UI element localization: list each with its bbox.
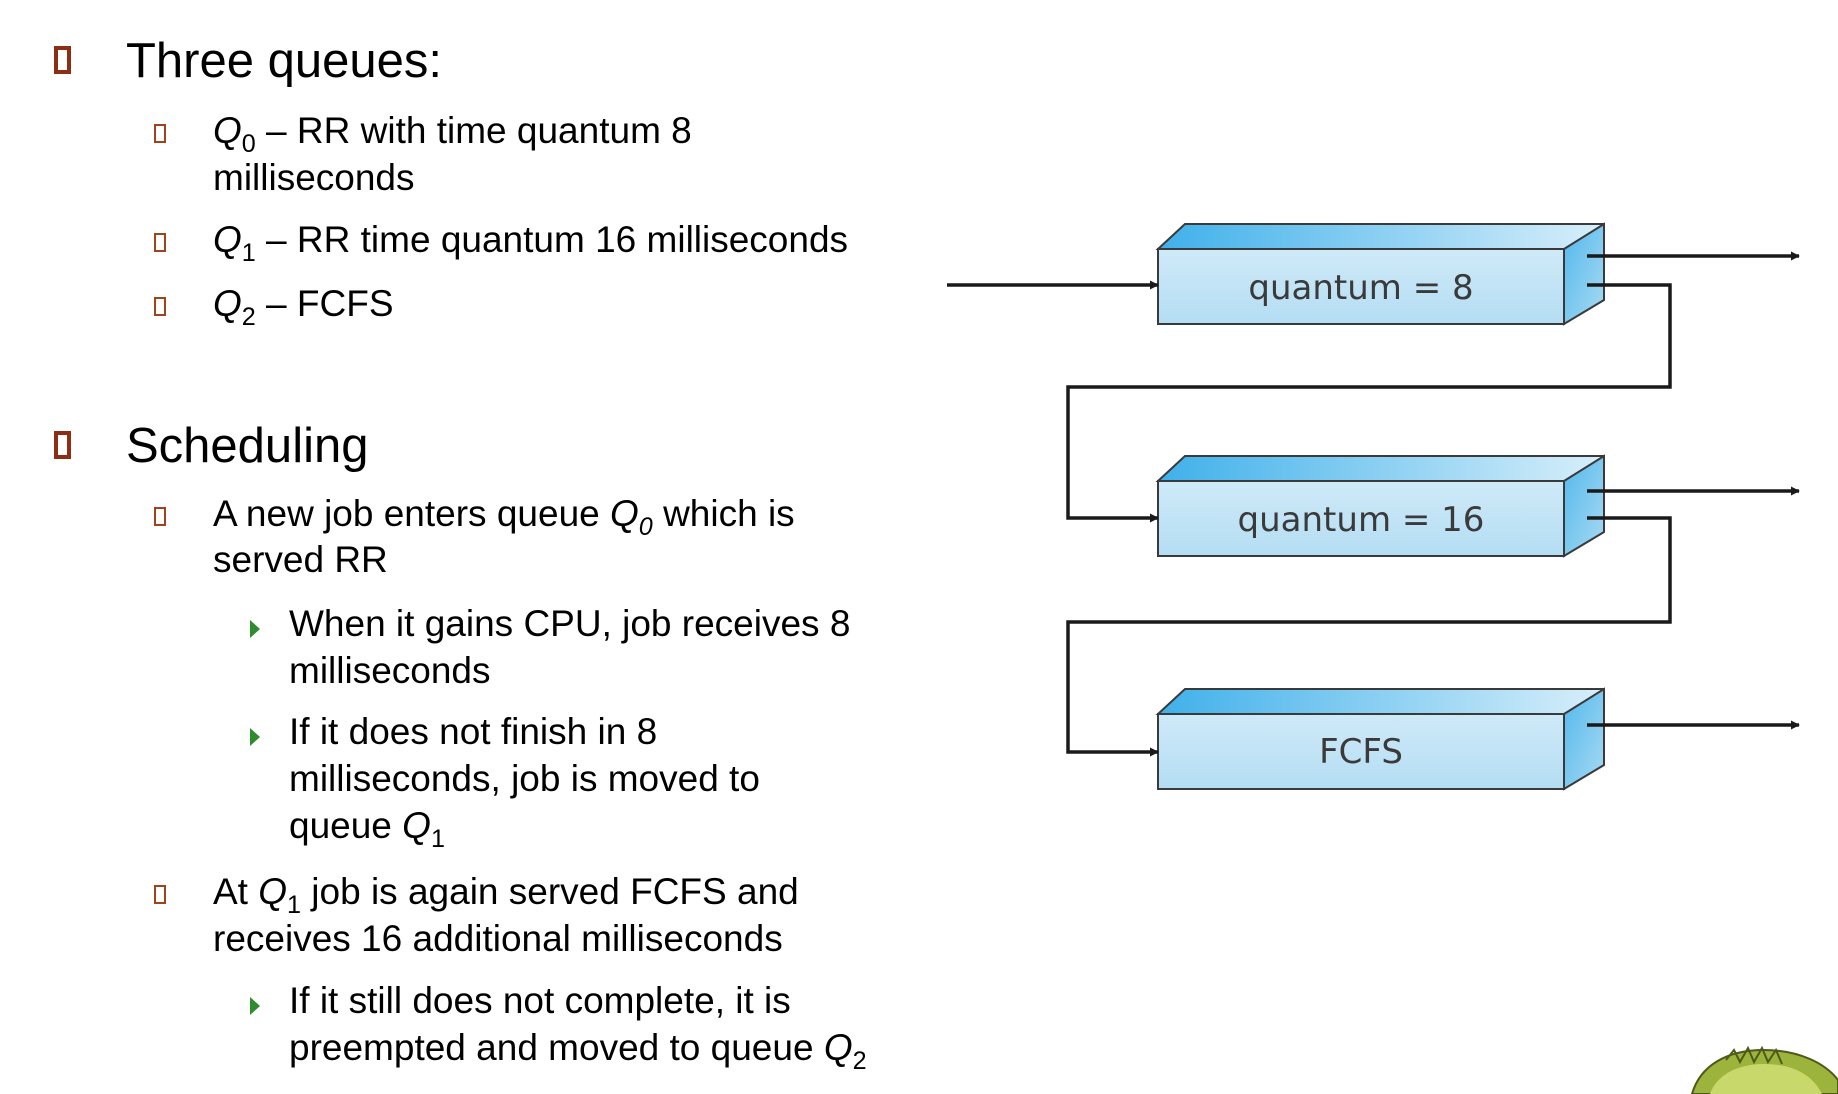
scheduling-item-new-job-line2: served RR bbox=[213, 539, 388, 580]
queue-box-quantum-16: quantum = 16 bbox=[1155, 454, 1605, 558]
queue-label: quantum = 16 bbox=[1238, 500, 1485, 540]
queue-label: FCFS bbox=[1319, 732, 1403, 772]
scheduling-item-new-job: A new job enters queue Q0 which is bbox=[213, 493, 795, 541]
subitem-still-not-complete: If it still does not complete, it is bbox=[289, 980, 791, 1021]
arrow-bullet-icon bbox=[250, 620, 260, 638]
square-bullet-icon bbox=[54, 46, 71, 74]
queue-item-q0: Q0 – RR with time quantum 8 bbox=[213, 110, 692, 158]
subitem-not-finish-line2: milliseconds, job is moved to bbox=[289, 758, 760, 799]
queue-item-q2: Q2 – FCFS bbox=[213, 283, 394, 331]
demote-arrow-q0-q1 bbox=[1066, 283, 1672, 523]
square-bullet-icon bbox=[154, 297, 166, 316]
queue-box-quantum-8: quantum = 8 bbox=[1155, 222, 1605, 326]
square-bullet-icon bbox=[154, 124, 166, 143]
square-bullet-icon bbox=[154, 233, 166, 252]
arrow-bullet-icon bbox=[250, 728, 260, 746]
subitem-gains-cpu: When it gains CPU, job receives 8 bbox=[289, 603, 851, 644]
arrow-bullet-icon bbox=[250, 997, 260, 1015]
subitem-not-finish: If it does not finish in 8 bbox=[289, 711, 658, 752]
demote-arrow-q1-q2 bbox=[1066, 516, 1672, 757]
subitem-still-not-complete-line2: preempted and moved to queue Q2 bbox=[289, 1027, 867, 1075]
queue-box-fcfs: FCFS bbox=[1155, 687, 1605, 791]
dinosaur-logo-icon bbox=[1690, 1045, 1838, 1094]
queue-label: quantum = 8 bbox=[1248, 268, 1473, 308]
queue-item-q0-line2: milliseconds bbox=[213, 157, 415, 198]
scheduling-item-at-q1: At Q1 job is again served FCFS and bbox=[213, 871, 799, 919]
subitem-gains-cpu-line2: milliseconds bbox=[289, 650, 491, 691]
square-bullet-icon bbox=[54, 431, 71, 459]
square-bullet-icon bbox=[154, 507, 166, 526]
section-heading-three-queues: Three queues: bbox=[126, 34, 442, 88]
section-heading-scheduling: Scheduling bbox=[126, 419, 369, 473]
queue-item-q1: Q1 – RR time quantum 16 milliseconds bbox=[213, 219, 849, 267]
scheduling-item-at-q1-line2: receives 16 additional milliseconds bbox=[213, 918, 783, 959]
subitem-not-finish-line3: queue Q1 bbox=[289, 805, 445, 853]
square-bullet-icon bbox=[154, 885, 166, 904]
